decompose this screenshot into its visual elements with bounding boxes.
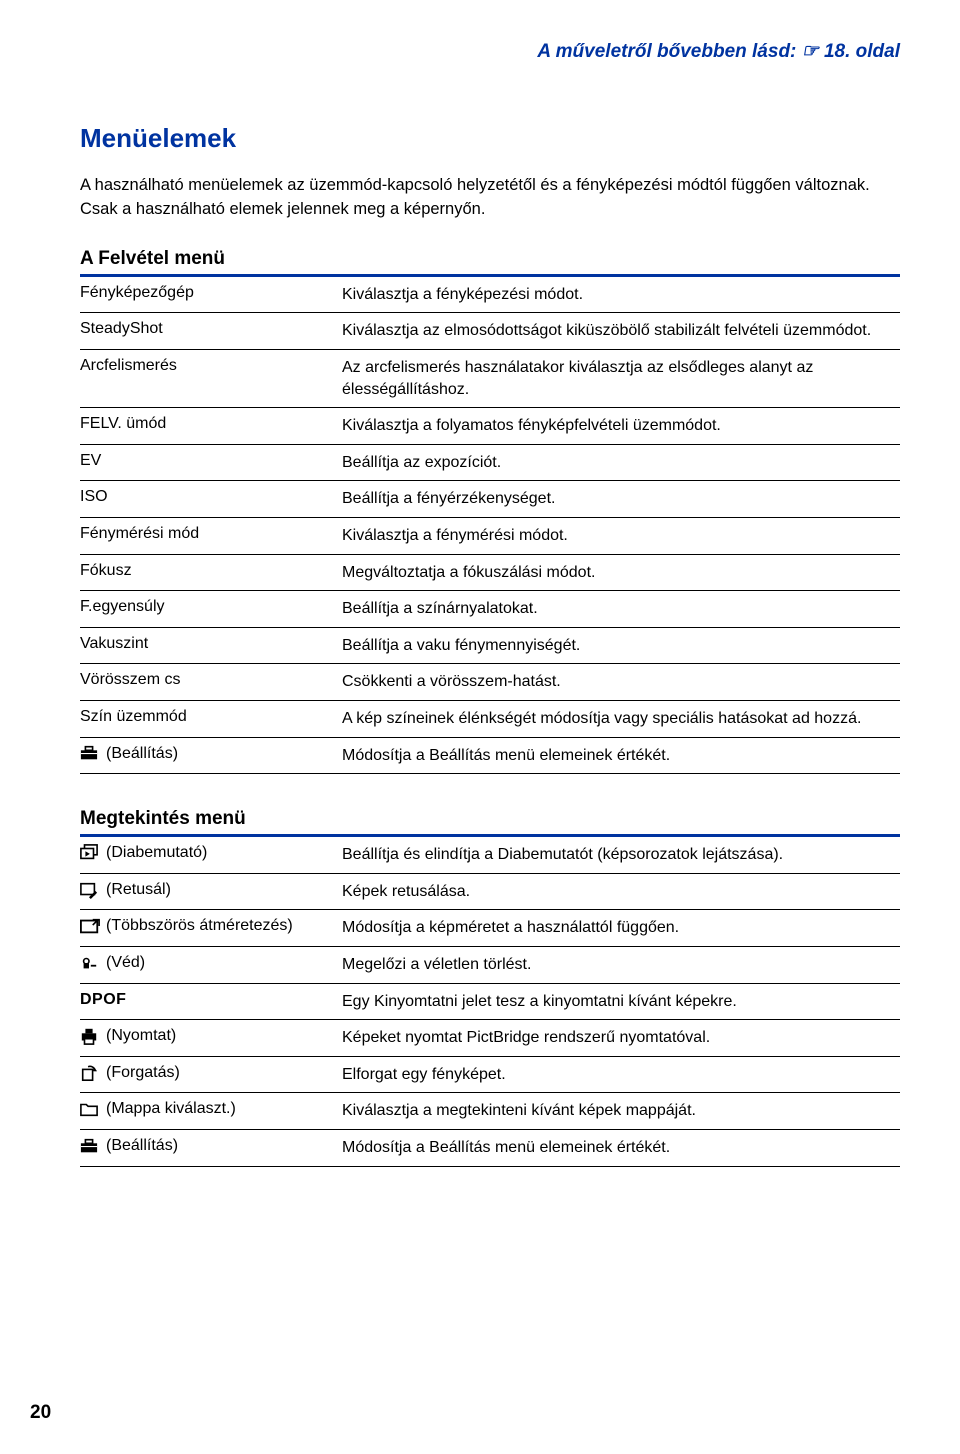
menu-item-description: Kiválasztja az elmosódottságot kiküszöbö… <box>342 313 900 350</box>
table-row: DPOF Egy Kinyomtatni jelet tesz a kinyomt… <box>80 983 900 1020</box>
toolbox-icon <box>80 745 98 761</box>
menu-item-description: Kiválasztja a folyamatos fényképfelvétel… <box>342 408 900 445</box>
recording-menu-table: FényképezőgépKiválasztja a fényképezési … <box>80 277 900 774</box>
menu-item-description: Kiválasztja a megtekinteni kívánt képek … <box>342 1093 900 1130</box>
menu-item-label: Fókusz <box>80 554 342 591</box>
table-row: (Diabemutató)Beállítja és elindítja a Di… <box>80 837 900 873</box>
menu-item-description: Beállítja a színárnyalatokat. <box>342 591 900 628</box>
menu-item-label: (Beállítás) <box>80 737 342 774</box>
menu-item-description: Beállítja a vaku fénymennyiségét. <box>342 627 900 664</box>
menu-item-description: Az arcfelismerés használatakor kiválaszt… <box>342 350 900 408</box>
protect-icon <box>80 954 98 972</box>
section-title: Menüelemek <box>80 123 900 154</box>
menu-item-label: (Többszörös átméretezés) <box>80 910 342 947</box>
menu-item-description: Megelőzi a véletlen törlést. <box>342 946 900 983</box>
table-row: ArcfelismerésAz arcfelismerés használata… <box>80 350 900 408</box>
menu-item-description: Kiválasztja a fényképezési módot. <box>342 277 900 313</box>
menu-item-label: (Diabemutató) <box>80 837 342 873</box>
menu-item-description: Módosítja a képméretet a használattól fü… <box>342 910 900 947</box>
menu-item-description: Csökkenti a vörösszem-hatást. <box>342 664 900 701</box>
menu-item-description: Elforgat egy fényképet. <box>342 1056 900 1093</box>
table-row: EVBeállítja az expozíciót. <box>80 444 900 481</box>
table-row: Szín üzemmódA kép színeinek élénkségét m… <box>80 700 900 737</box>
menu-item-description: A kép színeinek élénkségét módosítja vag… <box>342 700 900 737</box>
table-row: (Beállítás)Módosítja a Beállítás menü el… <box>80 737 900 774</box>
menu-item-label: (Forgatás) <box>80 1056 342 1093</box>
toolbox-icon <box>80 1138 98 1154</box>
table-row: (Mappa kiválaszt.)Kiválasztja a megtekin… <box>80 1093 900 1130</box>
table-row: FókuszMegváltoztatja a fókuszálási módot… <box>80 554 900 591</box>
menu-item-description: Módosítja a Beállítás menü elemeinek ért… <box>342 737 900 774</box>
table-row: F.egyensúlyBeállítja a színárnyalatokat. <box>80 591 900 628</box>
menu-item-label: Fénymérési mód <box>80 518 342 555</box>
table-row: SteadyShotKiválasztja az elmosódottságot… <box>80 313 900 350</box>
table-row: Fénymérési módKiválasztja a fénymérési m… <box>80 518 900 555</box>
menu-item-label: ISO <box>80 481 342 518</box>
retouch-icon <box>80 881 98 899</box>
menu-item-label: Vakuszint <box>80 627 342 664</box>
table-row: FELV. ümódKiválasztja a folyamatos fényk… <box>80 408 900 445</box>
table-row: (Nyomtat)Képeket nyomtat PictBridge rend… <box>80 1020 900 1057</box>
menu-item-label: (Mappa kiválaszt.) <box>80 1093 342 1130</box>
table-row: (Véd)Megelőzi a véletlen törlést. <box>80 946 900 983</box>
slideshow-icon <box>80 844 98 862</box>
menu-item-description: Képeket nyomtat PictBridge rendszerű nyo… <box>342 1020 900 1057</box>
menu-item-label: (Véd) <box>80 946 342 983</box>
viewing-menu-table: (Diabemutató)Beállítja és elindítja a Di… <box>80 837 900 1166</box>
intro-paragraph: A használható menüelemek az üzemmód-kapc… <box>80 174 900 222</box>
table-row: (Beállítás)Módosítja a Beállítás menü el… <box>80 1129 900 1166</box>
table-row: Vörösszem csCsökkenti a vörösszem-hatást… <box>80 664 900 701</box>
recording-menu-heading: A Felvétel menü <box>80 248 900 277</box>
menu-item-label: FELV. ümód <box>80 408 342 445</box>
top-reference-line: A műveletről bővebben lásd: ☞ 18. oldal <box>80 40 900 63</box>
menu-item-label: DPOF <box>80 983 342 1020</box>
menu-item-description: Beállítja és elindítja a Diabemutatót (k… <box>342 837 900 873</box>
menu-item-description: Képek retusálása. <box>342 873 900 910</box>
table-row: FényképezőgépKiválasztja a fényképezési … <box>80 277 900 313</box>
table-row: VakuszintBeállítja a vaku fénymennyiségé… <box>80 627 900 664</box>
menu-item-description: Módosítja a Beállítás menü elemeinek ért… <box>342 1129 900 1166</box>
table-row: (Forgatás)Elforgat egy fényképet. <box>80 1056 900 1093</box>
table-row: ISOBeállítja a fényérzékenységet. <box>80 481 900 518</box>
menu-item-label: (Nyomtat) <box>80 1020 342 1057</box>
menu-item-label: SteadyShot <box>80 313 342 350</box>
viewing-menu-heading: Megtekintés menü <box>80 808 900 837</box>
menu-item-description: Megváltoztatja a fókuszálási módot. <box>342 554 900 591</box>
menu-item-label: (Retusál) <box>80 873 342 910</box>
menu-item-description: Kiválasztja a fénymérési módot. <box>342 518 900 555</box>
menu-item-description: Beállítja az expozíciót. <box>342 444 900 481</box>
menu-item-label: Arcfelismerés <box>80 350 342 408</box>
folder-icon <box>80 1101 98 1117</box>
table-row: (Többszörös átméretezés)Módosítja a képm… <box>80 910 900 947</box>
table-row: (Retusál)Képek retusálása. <box>80 873 900 910</box>
print-icon <box>80 1027 98 1045</box>
menu-item-label: Szín üzemmód <box>80 700 342 737</box>
page-number: 20 <box>30 1402 51 1424</box>
menu-item-label: (Beállítás) <box>80 1129 342 1166</box>
menu-item-description: Beállítja a fényérzékenységet. <box>342 481 900 518</box>
resize-icon <box>80 918 100 934</box>
menu-item-label: Vörösszem cs <box>80 664 342 701</box>
menu-item-description: Egy Kinyomtatni jelet tesz a kinyomtatni… <box>342 983 900 1020</box>
dpof-icon: DPOF <box>80 991 126 1008</box>
menu-item-label: EV <box>80 444 342 481</box>
menu-item-label: F.egyensúly <box>80 591 342 628</box>
menu-item-label: Fényképezőgép <box>80 277 342 313</box>
rotate-icon <box>80 1064 98 1082</box>
